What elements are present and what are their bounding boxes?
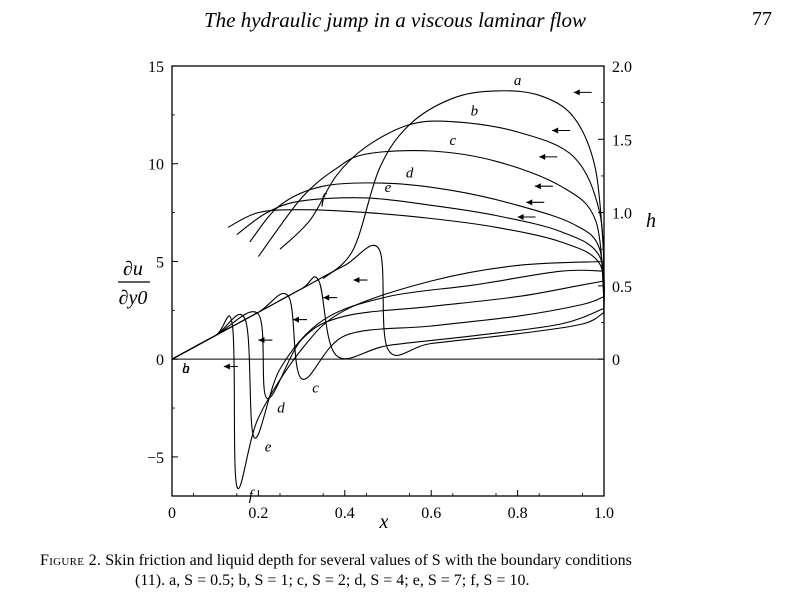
curve-label-e: e (385, 180, 392, 196)
y-right-label: h (646, 210, 656, 232)
curve-label-min-a: a (182, 361, 190, 377)
curve-label-a: a (514, 73, 522, 89)
x-tick-label: 0.4 (335, 505, 355, 522)
direction-arrowhead (292, 316, 299, 323)
y-right-tick-label: 2.0 (612, 59, 632, 76)
skin-friction-curve-e (171, 269, 605, 439)
y-left-tick-label: −5 (147, 450, 164, 467)
x-tick-label: 1.0 (594, 505, 614, 522)
figure-caption: Figure 2. Skin friction and liquid depth… (40, 551, 760, 591)
y-left-tick-label: 15 (148, 59, 164, 76)
depth-curve-b (279, 120, 605, 286)
caption-line1: Skin friction and liquid depth for sever… (105, 552, 632, 569)
plot-frame (171, 65, 605, 497)
y-left-tick-label: 0 (156, 352, 164, 369)
y-right-tick-label: 0 (612, 352, 620, 369)
curve-label-min-f: f (249, 488, 255, 504)
y-left-tick-label: 10 (148, 157, 164, 174)
x-tick-label: 0.8 (508, 505, 528, 522)
curve-label-min-c: c (312, 381, 319, 397)
direction-arrowhead (526, 199, 533, 206)
direction-arrowhead (258, 337, 265, 344)
direction-arrowhead (539, 153, 546, 160)
direction-arrowhead (223, 363, 230, 370)
curve-label-f: f (321, 192, 327, 208)
skin-friction-curve-a (171, 244, 605, 360)
page-number: 77 (752, 8, 772, 30)
direction-arrowhead (552, 127, 559, 134)
depth-curve-d (249, 182, 605, 316)
depth-curve-a (322, 90, 605, 280)
depth-curve-e (236, 197, 605, 316)
x-tick-label: 0.6 (421, 505, 441, 522)
curves-group (171, 90, 605, 490)
y-right-tick-label: 1.5 (612, 132, 632, 149)
axis-ticks: 0 0.2 0.4 0.6 0.8 1.0 −5 0 5 10 15 0 0.5 1.0 1.5 2.0 (147, 59, 632, 522)
curve-label-min-b: b (182, 361, 190, 377)
caption-label: Figure 2. (40, 552, 102, 569)
direction-arrowhead (517, 213, 524, 220)
direction-arrowhead (353, 277, 360, 284)
skin-friction-curve-f (171, 260, 605, 490)
y-left-label-num: ∂u (123, 258, 143, 280)
caption-line2: (11). a, S = 0.5; b, S = 1; c, S = 2; d,… (135, 572, 530, 589)
curve-label-c: c (449, 133, 456, 149)
figure-plot: 0 0.2 0.4 0.6 0.8 1.0 −5 0 5 10 15 0 0.5 1.0 1.5 2.0 a a… (118, 59, 656, 533)
running-header-title: The hydraulic jump in a viscous laminar … (203, 8, 587, 32)
y-right-tick-label: 0.5 (612, 279, 632, 296)
curve-label-d: d (406, 165, 414, 181)
skin-friction-curve-d (171, 280, 605, 399)
y-left-label-den: ∂y0 (119, 287, 148, 309)
direction-arrowhead (323, 294, 330, 301)
x-tick-label: 0.2 (248, 505, 268, 522)
direction-arrowhead (573, 89, 580, 96)
depth-curve-c (257, 149, 605, 301)
y-left-tick-label: 5 (156, 254, 164, 271)
x-axis-label: x (379, 511, 389, 533)
direction-arrows (223, 89, 592, 370)
direction-arrowhead (534, 183, 541, 190)
curve-label-min-d: d (277, 400, 285, 416)
depth-curve-f (227, 209, 605, 316)
curve-label-b: b (471, 104, 479, 120)
y-right-tick-label: 1.0 (612, 206, 632, 223)
curve-label-min-e: e (265, 439, 272, 455)
skin-friction-curve-b (171, 276, 605, 360)
plot-border (171, 65, 605, 497)
x-tick-label: 0 (168, 505, 176, 522)
